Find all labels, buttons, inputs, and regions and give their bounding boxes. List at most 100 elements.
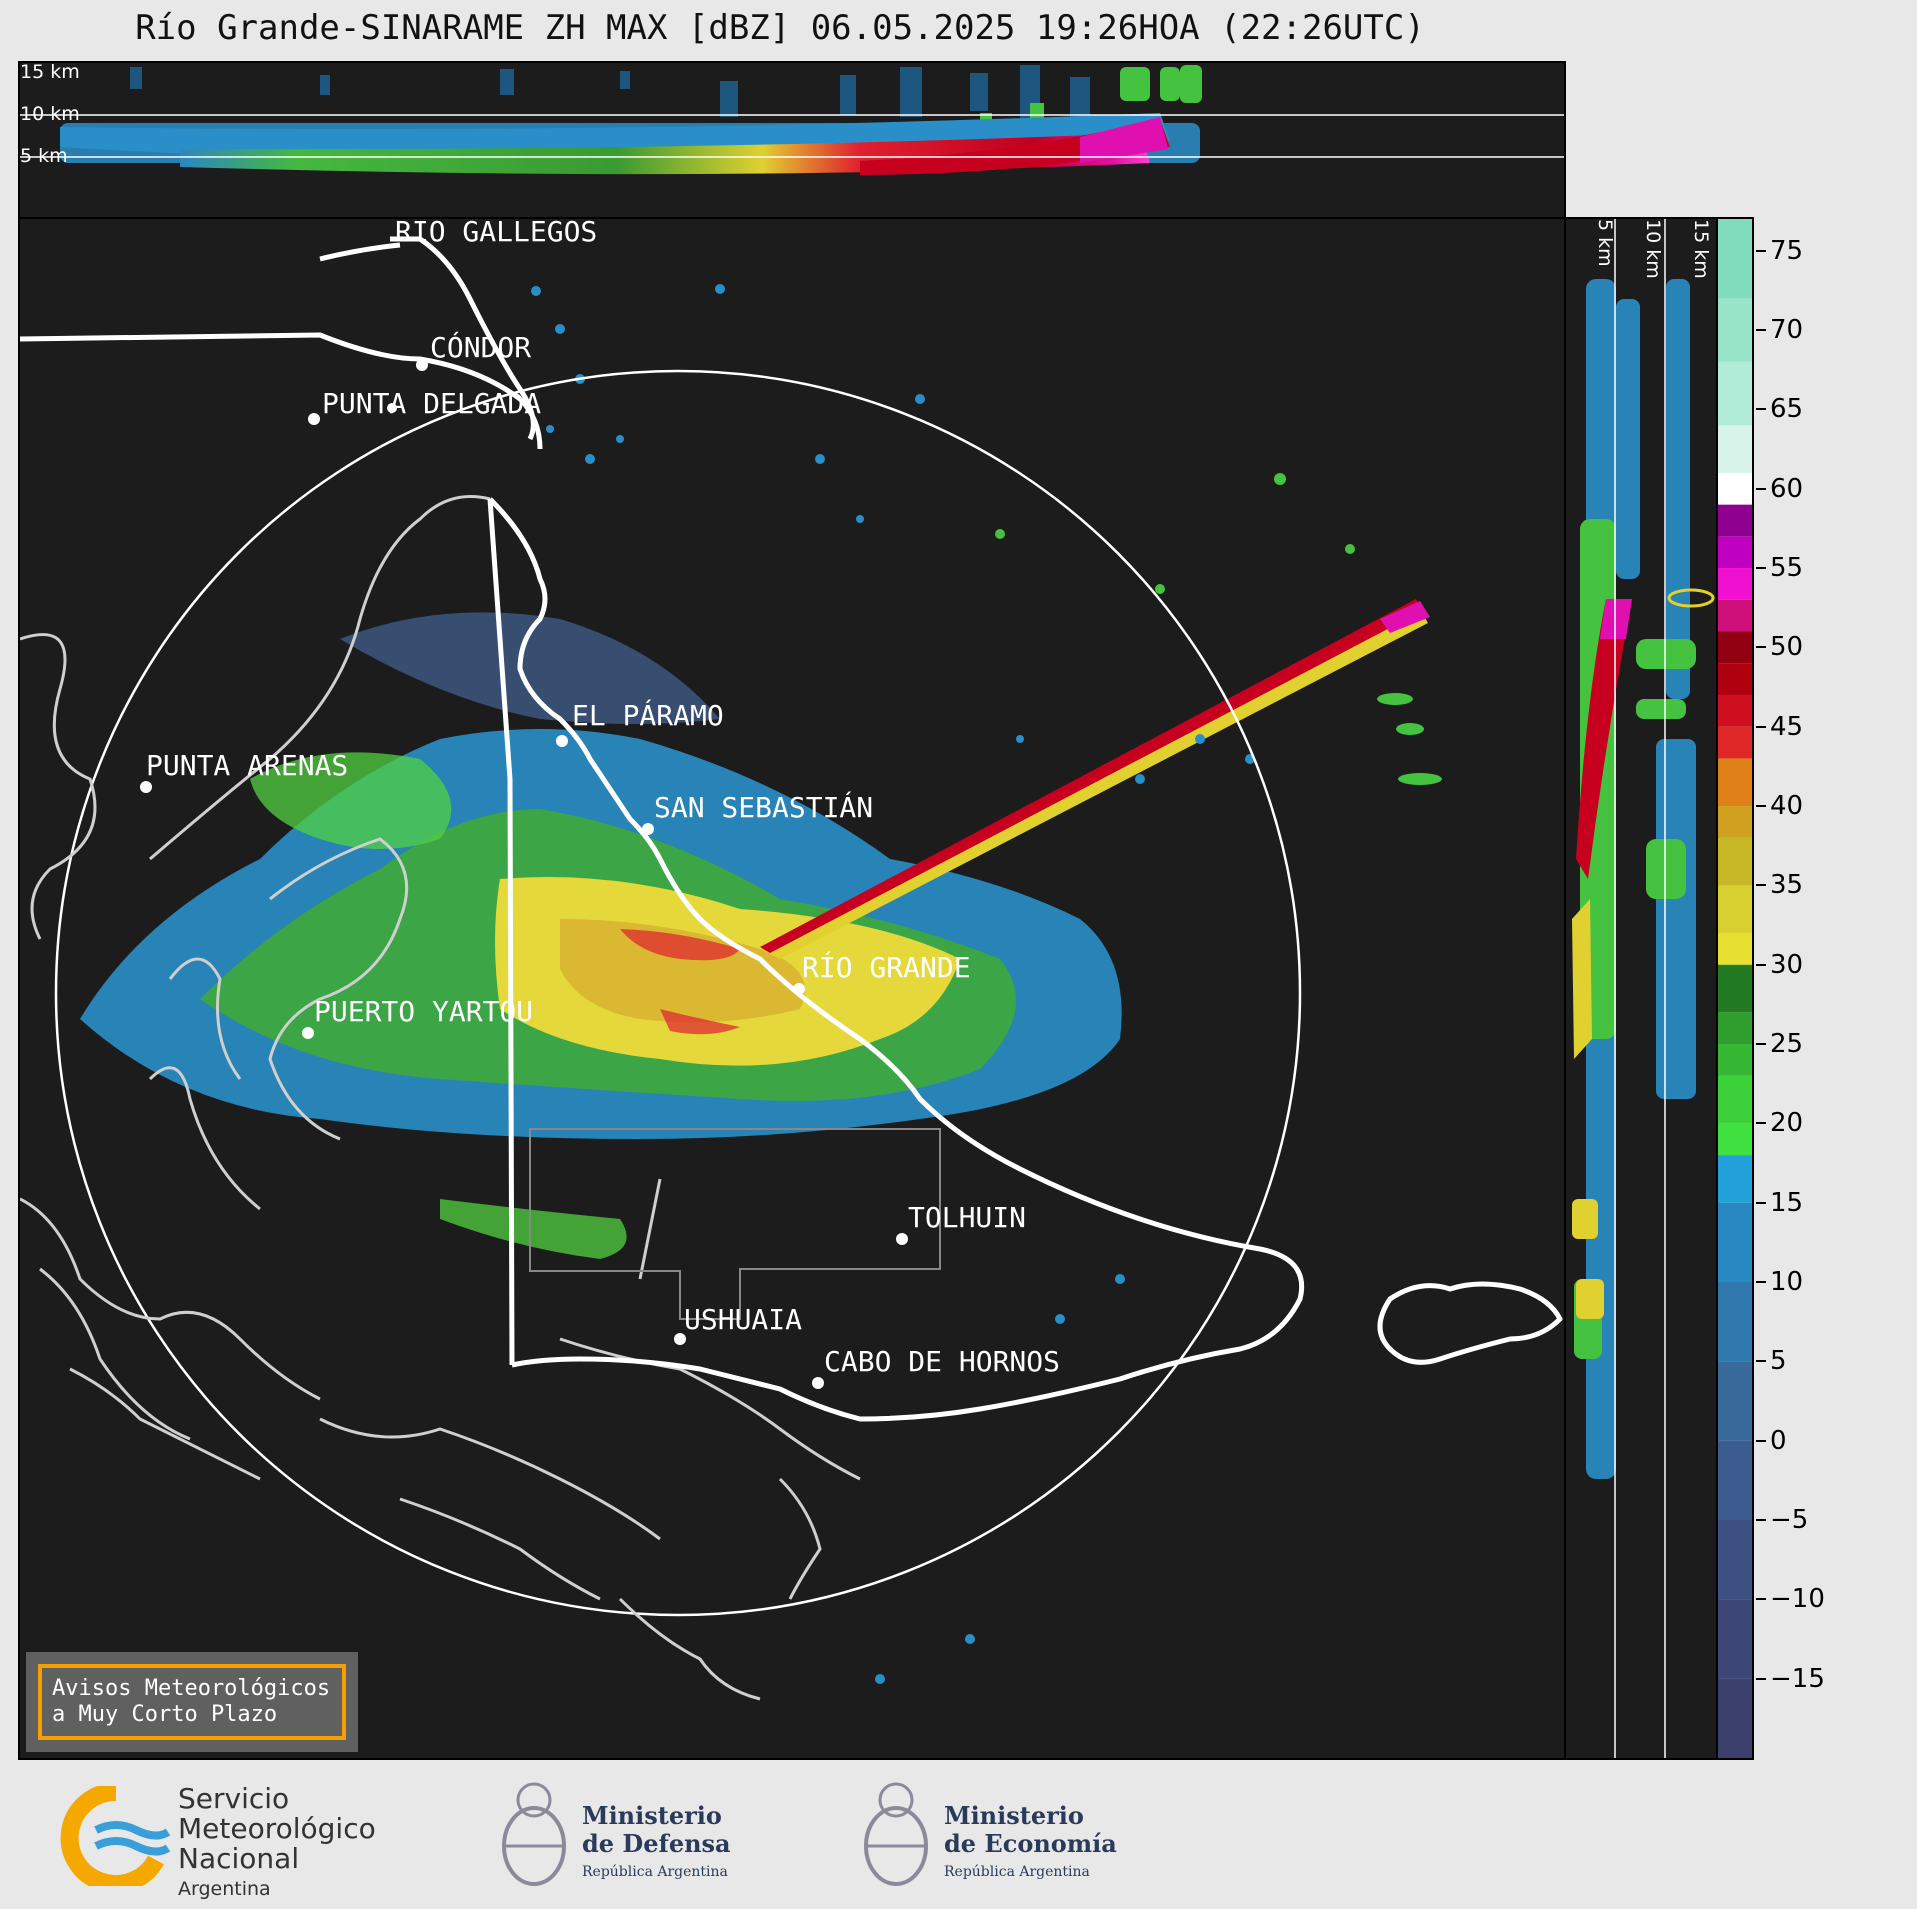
colorbar-tick-label: 30 (1770, 949, 1804, 980)
colorbar-band (1718, 504, 1752, 537)
colorbar-band (1718, 1282, 1752, 1362)
colorbar-tick-mark (1756, 884, 1766, 887)
city-marker-ushuaia (674, 1333, 686, 1345)
side-alt-label-10: 10 km (1642, 219, 1664, 279)
colorbar-tick-mark (1756, 1122, 1766, 1125)
colorbar-tick-label: 60 (1770, 473, 1804, 504)
colorbar-band (1718, 1599, 1752, 1679)
colorbar-band (1718, 568, 1752, 600)
colorbar-tick-mark (1756, 1201, 1766, 1204)
colorbar-tick-mark (1756, 1677, 1766, 1680)
colorbar-tick-mark (1756, 329, 1766, 332)
colorbar-tick-label: −5 (1770, 1505, 1809, 1535)
defensa-coat-of-arms-icon (502, 1782, 566, 1886)
colorbar-band (1718, 1012, 1752, 1045)
colorbar-tick-mark (1756, 1598, 1766, 1601)
chart-title: Río Grande-SINARAME ZH MAX [dBZ] 06.05.2… (135, 8, 1425, 48)
colorbar-tick-mark (1756, 408, 1766, 411)
colorbar-tick-mark (1756, 1043, 1766, 1046)
colorbar-tick-label: 0 (1770, 1425, 1787, 1456)
colorbar-band (1718, 631, 1752, 664)
colorbar-tick-label: 25 (1770, 1029, 1804, 1060)
economia-sub: República Argentina (944, 1864, 1090, 1880)
colorbar-band (1718, 964, 1752, 1013)
colorbar-tick-label: 50 (1770, 632, 1804, 663)
colorbar-tick-mark (1756, 1360, 1766, 1363)
colorbar-band (1718, 694, 1752, 727)
city-label-ushuaia: USHUAIA (684, 1303, 803, 1336)
colorbar-band (1718, 1440, 1752, 1521)
city-marker-tolhuin (896, 1233, 908, 1245)
economia-coat-of-arms-icon (864, 1782, 928, 1886)
colorbar-band (1718, 425, 1752, 473)
colorbar-band (1718, 1044, 1752, 1076)
colorbar-band (1718, 1155, 1752, 1203)
colorbar-tick-mark (1756, 725, 1766, 728)
side-alt-label-5: 5 km (1594, 219, 1616, 267)
colorbar-band (1718, 1202, 1752, 1283)
warning-box-frame: Avisos Meteorológicos a Muy Corto Plazo (38, 1664, 346, 1740)
colorbar-band (1718, 219, 1752, 299)
economia-line-2: de Economía (944, 1829, 1117, 1858)
colorbar-band (1718, 361, 1752, 426)
warning-line-1: Avisos Meteorológicos (52, 1676, 331, 1701)
top-alt-label-15: 15 km (20, 61, 80, 83)
colorbar-tick-label: 10 (1770, 1267, 1804, 1298)
colorbar-tick-mark (1756, 805, 1766, 808)
colorbar-tick-label: −15 (1770, 1663, 1825, 1694)
colorbar-band (1718, 932, 1752, 965)
city-marker-rio-gallegos (387, 403, 397, 413)
smn-line-3: Nacional (178, 1842, 300, 1875)
city-marker-punta-delgada (308, 413, 320, 425)
colorbar-gradient (1718, 219, 1752, 1758)
radar-map: RÍO GALLEGOS CÓNDOR PUNTA DELGADA EL PÁR… (18, 217, 1566, 1760)
colorbar-tick-label: 55 (1770, 553, 1804, 584)
city-marker-puerto-yartou (302, 1027, 314, 1039)
side-cross-section-plot (1572, 219, 1715, 1758)
colorbar-tick-label: 45 (1770, 711, 1804, 742)
colorbar-tick-label: 40 (1770, 791, 1804, 822)
city-label-tolhuin: TOLHUIN (908, 1201, 1027, 1234)
colorbar-band (1718, 1520, 1752, 1600)
top-alt-label-5: 5 km (20, 145, 68, 167)
city-label-puerto-yartou: PUERTO YARTOU (314, 995, 534, 1028)
top-cross-section-plot (20, 65, 1564, 175)
colorbar-band (1718, 726, 1752, 759)
smn-line-1: Servicio (178, 1782, 290, 1815)
defensa-logo-text: Ministerio de Defensa República Argentin… (582, 1802, 731, 1886)
colorbar-band (1718, 472, 1752, 505)
colorbar-band (1718, 298, 1752, 362)
city-label-san-sebastian: SAN SEBASTIÁN (654, 791, 874, 824)
top-cross-section: 15 km 10 km 5 km (18, 61, 1566, 219)
colorbar-tick-label: 70 (1770, 315, 1804, 346)
city-label-rio-grande: RÍO GRANDE (802, 951, 971, 984)
colorbar-tick-label: −10 (1770, 1584, 1825, 1615)
colorbar-tick-label: 65 (1770, 394, 1804, 425)
colorbar-band (1718, 663, 1752, 695)
city-label-cabo-de-hornos: CABO DE HORNOS (824, 1345, 1061, 1378)
smn-country: Argentina (178, 1878, 271, 1900)
colorbar-band (1718, 1361, 1752, 1441)
colorbar-tick-mark (1756, 249, 1766, 252)
defensa-line-2: de Defensa (582, 1829, 731, 1858)
city-label-el-paramo: EL PÁRAMO (572, 699, 724, 732)
economia-line-1: Ministerio (944, 1801, 1084, 1830)
warning-line-2: a Muy Corto Plazo (52, 1702, 278, 1727)
colorbar-band (1718, 1123, 1752, 1156)
smn-logo-icon (60, 1786, 171, 1886)
smn-logo-text: Servicio Meteorológico Nacional Argentin… (178, 1784, 376, 1904)
colorbar-band (1718, 837, 1752, 886)
city-marker-san-sebastian (642, 823, 654, 835)
city-label-punta-arenas: PUNTA ARENAS (146, 749, 349, 782)
city-label-condor: CÓNDOR (430, 331, 532, 364)
colorbar-tick-label: 5 (1770, 1346, 1787, 1377)
colorbar-tick-label: 20 (1770, 1108, 1804, 1139)
colorbar-tick-mark (1756, 1439, 1766, 1442)
colorbar (1716, 217, 1754, 1760)
city-marker-rio-grande (793, 983, 805, 995)
top-alt-label-10: 10 km (20, 103, 80, 125)
city-label-punta-delgada: PUNTA DELGADA (322, 387, 542, 420)
city-label-rio-gallegos: RÍO GALLEGOS (395, 217, 598, 248)
colorbar-tick-mark (1756, 1519, 1766, 1521)
economia-logo-text: Ministerio de Economía República Argenti… (944, 1802, 1117, 1886)
